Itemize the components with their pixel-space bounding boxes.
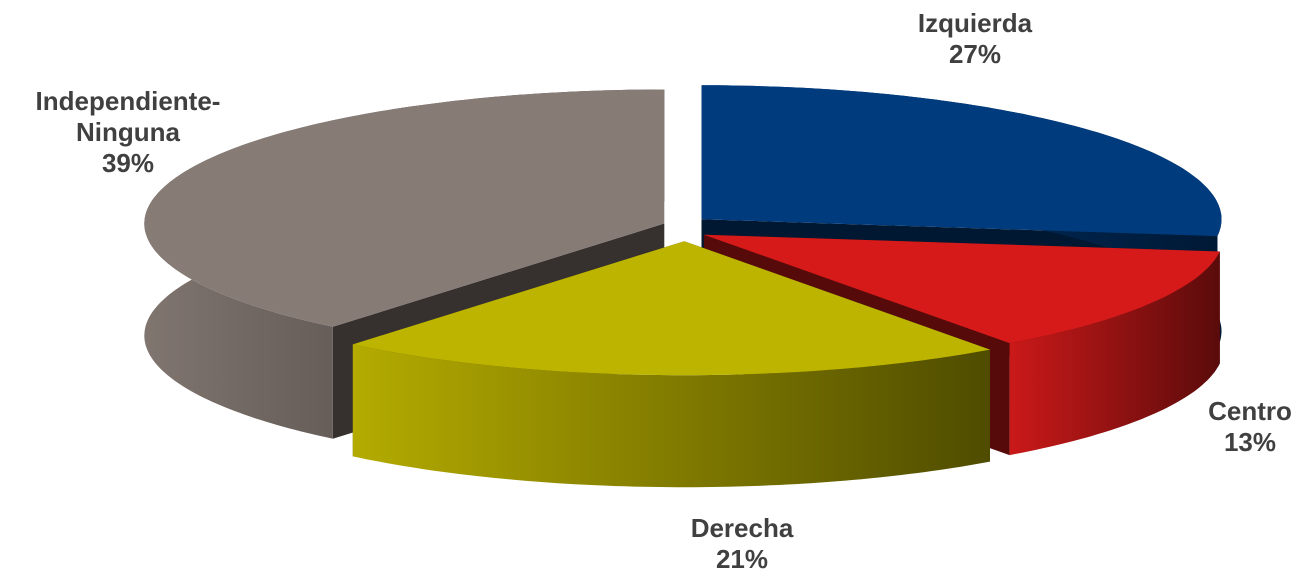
slice-percent: 13% [1223, 427, 1277, 457]
slice-top [701, 85, 1222, 237]
slice-name: Izquierda [917, 8, 1033, 38]
slice-percent: 27% [948, 39, 1002, 69]
slice-side [1009, 251, 1220, 456]
slice [352, 241, 990, 488]
slice-percent: 21% [715, 544, 769, 574]
slice-top [144, 89, 665, 327]
slice-label: Centro 13% [1208, 396, 1292, 458]
slice-top [703, 234, 1220, 344]
slice-label: Independiente-Ninguna 39% [3, 86, 253, 179]
slice-name: Derecha [690, 513, 794, 543]
slice-side [352, 344, 990, 488]
slice-label: Izquierda 27% [918, 8, 1032, 70]
slice-name: Centro [1208, 396, 1292, 426]
slice-name: Independiente-Ninguna [35, 86, 221, 147]
slice-percent: 39% [101, 148, 155, 178]
slice-label: Derecha 21% [691, 513, 794, 575]
slice-top [352, 241, 990, 376]
